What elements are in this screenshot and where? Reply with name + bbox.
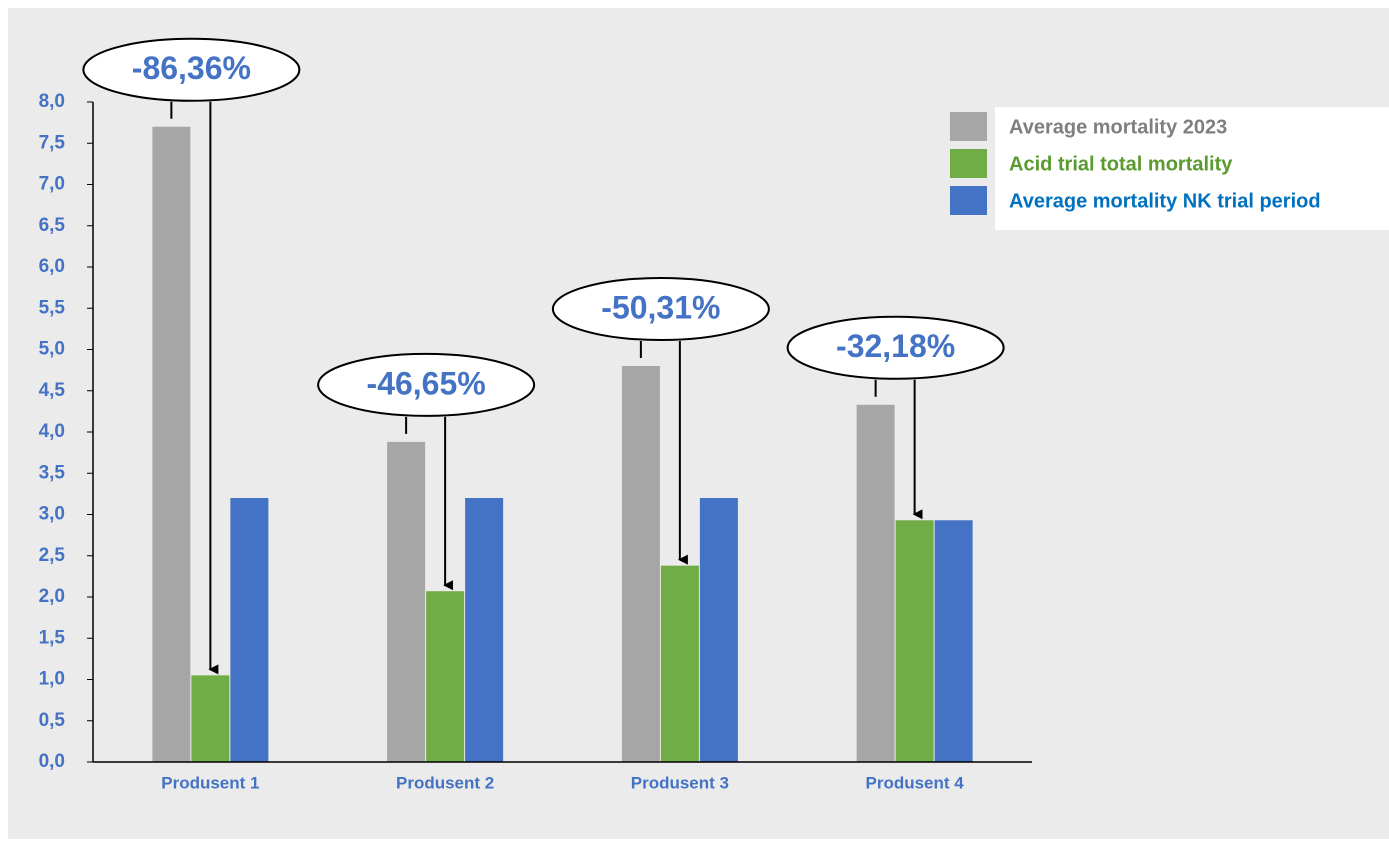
y-tick-label: 1,0 xyxy=(39,669,65,690)
legend-swatch xyxy=(950,149,987,178)
y-tick-label: 8,0 xyxy=(39,91,65,112)
y-tick-label: 0,5 xyxy=(39,710,66,731)
y-tick-label: 6,5 xyxy=(39,215,66,236)
y-tick-label: 4,0 xyxy=(39,421,65,442)
x-tick-label: Produsent 4 xyxy=(866,773,965,792)
y-tick-label: 5,0 xyxy=(39,339,65,360)
legend-label: Acid trial total mortality xyxy=(1009,153,1233,175)
y-tick-label: 0,0 xyxy=(39,751,65,772)
x-tick-label: Produsent 2 xyxy=(396,773,494,792)
bar xyxy=(895,520,934,762)
x-tick-label: Produsent 3 xyxy=(631,773,729,792)
y-tick-label: 4,5 xyxy=(39,380,66,401)
y-tick-label: 3,5 xyxy=(39,462,66,483)
legend-swatch xyxy=(950,186,987,215)
annotation: -46,65% xyxy=(367,365,486,401)
legend-label: Average mortality 2023 xyxy=(1009,116,1227,138)
annotation: -50,31% xyxy=(601,289,720,325)
bar xyxy=(152,126,191,762)
bar xyxy=(465,498,504,762)
y-tick-label: 1,5 xyxy=(39,627,66,648)
annotation-bubble xyxy=(82,37,301,102)
bar xyxy=(699,498,738,762)
y-tick-label: 5,5 xyxy=(39,297,66,318)
y-tick-label: 2,0 xyxy=(39,586,65,607)
legend-label: Average mortality NK trial period xyxy=(1009,190,1321,212)
bar xyxy=(856,404,895,762)
bar xyxy=(660,565,699,762)
y-tick-label: 2,5 xyxy=(39,545,66,566)
y-tick-label: 6,0 xyxy=(39,256,65,277)
bar xyxy=(387,441,426,762)
bar xyxy=(191,675,230,762)
y-tick-label: 3,0 xyxy=(39,504,65,525)
annotation-bubble xyxy=(551,277,770,341)
legend-swatch xyxy=(950,112,987,141)
bar xyxy=(621,366,660,762)
bar xyxy=(934,520,973,762)
annotation: -86,36% xyxy=(132,50,251,86)
bar xyxy=(230,498,269,762)
x-tick-label: Produsent 1 xyxy=(161,773,259,792)
bar xyxy=(426,591,465,762)
y-tick-label: 7,0 xyxy=(39,174,65,195)
annotation-bubble xyxy=(317,352,536,417)
annotation-bubble xyxy=(786,315,1005,380)
y-tick-label: 7,5 xyxy=(39,132,66,153)
annotation: -32,18% xyxy=(836,328,955,364)
legend-box xyxy=(995,107,1389,230)
